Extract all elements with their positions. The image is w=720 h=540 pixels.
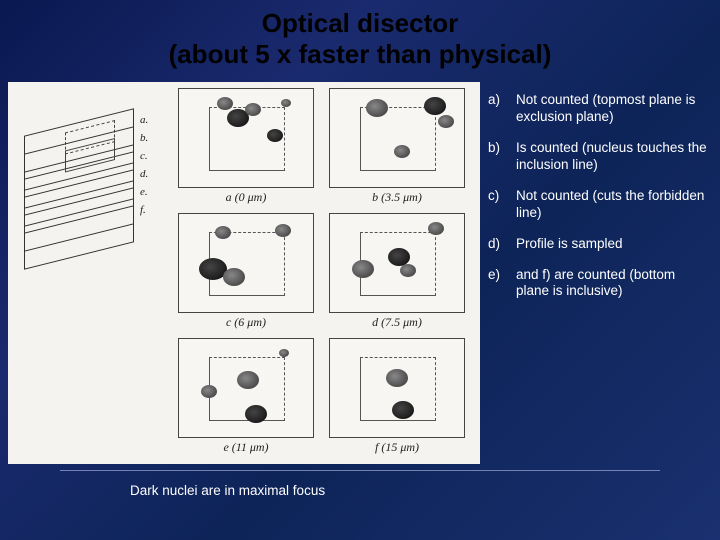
panel-e: e (11 μm) [178,338,314,459]
list-area: a) Not counted (topmost plane is exclusi… [488,82,710,464]
content-row: a. b. c. d. e. f. a (0 μm) [0,74,720,464]
panels-grid: a (0 μm) b (3.5 μm) [178,88,470,459]
list-text: Profile is sampled [516,236,623,253]
plane-label-a: a. [140,114,148,126]
list-text: Not counted (cuts the forbidden line) [516,188,710,222]
panel-label-d: d (7.5 μm) [329,313,465,334]
list-marker: c) [488,188,506,222]
panel-f: f (15 μm) [329,338,465,459]
panel-b: b (3.5 μm) [329,88,465,209]
panel-label-c: c (6 μm) [178,313,314,334]
title-line-2: (about 5 x faster than physical) [169,39,552,69]
list-text: Is counted (nucleus touches the inclusio… [516,140,710,174]
panel-label-f: f (15 μm) [329,438,465,459]
panel-label-e: e (11 μm) [178,438,314,459]
list-item: e) and f) are counted (bottom plane is i… [488,267,710,301]
slide-title: Optical disector (about 5 x faster than … [0,0,720,74]
list-marker: a) [488,92,506,126]
figure-area: a. b. c. d. e. f. a (0 μm) [8,82,480,464]
list-text: and f) are counted (bottom plane is incl… [516,267,710,301]
panel-a: a (0 μm) [178,88,314,209]
list-text: Not counted (topmost plane is exclusion … [516,92,710,126]
plane-label-b: b. [140,132,148,144]
list-item: d) Profile is sampled [488,236,710,253]
isometric-stack: a. b. c. d. e. f. [18,122,168,252]
caption: Dark nuclei are in maximal focus [0,471,720,498]
plane-label-c: c. [140,150,148,162]
panel-label-b: b (3.5 μm) [329,188,465,209]
plane-label-d: d. [140,168,148,180]
rules-list: a) Not counted (topmost plane is exclusi… [488,92,710,300]
plane-label-e: e. [140,186,148,198]
list-item: c) Not counted (cuts the forbidden line) [488,188,710,222]
list-marker: b) [488,140,506,174]
list-item: b) Is counted (nucleus touches the inclu… [488,140,710,174]
list-item: a) Not counted (topmost plane is exclusi… [488,92,710,126]
list-marker: e) [488,267,506,301]
panel-d: d (7.5 μm) [329,213,465,334]
list-marker: d) [488,236,506,253]
panel-label-a: a (0 μm) [178,188,314,209]
title-line-1: Optical disector [262,8,459,38]
panel-c: c (6 μm) [178,213,314,334]
plane-label-f: f. [140,204,146,216]
